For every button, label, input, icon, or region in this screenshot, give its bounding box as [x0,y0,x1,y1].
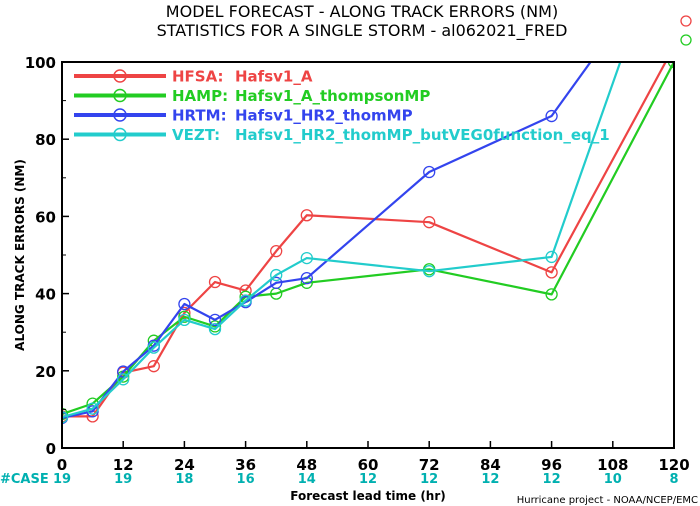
series-line-3 [62,62,622,419]
series-point-3 [270,268,283,282]
legend-name: HFSA: [172,68,224,86]
series-point-3 [86,402,99,415]
series-point-0 [300,209,313,222]
series-point-2 [423,165,436,179]
x-tick-label: 84 [480,456,501,474]
series-point-3 [117,373,130,386]
case-count: 8 [669,472,678,487]
case-count: 19 [53,472,71,487]
case-count: 12 [420,472,438,487]
chart-subtitle: STATISTICS FOR A SINGLE STORM - al062021… [157,21,568,41]
legend-marker [113,127,127,142]
series-point-0 [208,275,222,289]
x-tick-label: 12 [113,456,134,474]
series-point-2 [545,109,558,123]
x-tick-label: 60 [358,456,379,474]
y-tick-label: 100 [25,54,56,72]
series-point-2 [178,297,191,311]
legend-marker [113,88,127,103]
legend-name: HRTM: [172,107,227,125]
case-row: #CASE 19 19 18 16 14 12 12 12 12 10 8 [0,472,679,487]
series-point-2 [300,272,313,285]
series-point-3 [239,294,252,307]
legend-marker [113,69,127,83]
series-point-3 [208,322,222,336]
series-point-3 [147,341,160,354]
y-tick-label: 0 [46,440,56,458]
legend-desc: Hafsv1_A_thompsonMP [235,87,430,105]
corner-markers [680,15,692,46]
legend-name: HAMP: [172,87,228,105]
series-point-0 [669,41,680,52]
x-tick-label: 120 [658,456,689,474]
y-tick-label: 20 [35,363,56,381]
legend: HFSA: Hafsv1_A HAMP: Hafsv1_A_thompsonMP HRT… [74,68,610,144]
case-count: 19 [114,472,132,487]
y-tick-label: 40 [35,286,56,304]
series-point-3 [178,313,191,326]
legend-desc: Hafsv1_A [235,68,313,86]
legend-desc: Hafsv1_HR2_thomMP_butVEG0function_eq_1 [235,126,610,144]
x-tick-label: 48 [296,456,317,474]
case-label: #CASE [0,472,49,487]
legend-desc: Hafsv1_HR2_thomMP [235,107,413,125]
series-point-0 [147,360,160,373]
axes-layer: 0 12 24 36 48 60 72 84 96 108 120 0 20 40 60 80 100 [25,54,690,474]
credit-label: Hurricane project - NOAA/NCEP/EMC [517,495,698,506]
series-point-2 [607,26,618,37]
case-count: 12 [359,472,377,487]
series-point-1 [62,407,69,421]
x-tick-label: 0 [57,456,67,474]
series-layer [62,26,680,425]
legend-marker [113,108,127,122]
series-point-3 [62,410,69,424]
series-point-3 [545,250,558,264]
y-tick-label: 80 [35,131,56,149]
series-point-2 [208,313,222,326]
case-count: 14 [298,472,316,487]
case-count: 16 [237,472,255,487]
case-count: 18 [175,472,193,487]
series-point-3 [423,265,436,278]
corner-marker [680,34,692,46]
y-tick-label: 60 [35,208,56,226]
chart-title: MODEL FORECAST - ALONG TRACK ERRORS (NM) [166,2,558,21]
series-point-2 [117,365,130,378]
x-tick-label: 36 [235,456,256,474]
series-point-0 [423,216,436,229]
corner-marker [680,15,692,27]
case-count: 10 [604,472,622,487]
series-point-0 [545,266,558,279]
series-point-2 [270,276,283,289]
case-count: 12 [481,472,499,487]
case-count: 12 [543,472,561,487]
series-point-0 [270,244,283,258]
x-tick-label: 72 [419,456,440,474]
series-point-3 [618,49,629,60]
legend-name: VEZT: [172,126,220,144]
x-tick-label: 108 [597,456,628,474]
series-point-1 [545,288,558,301]
y-axis-label: ALONG TRACK ERRORS (NM) [13,159,27,351]
x-tick-label: 96 [541,456,562,474]
series-point-3 [300,251,313,265]
series-point-1 [178,310,191,323]
x-axis-label: Forecast lead time (hr) [290,489,446,503]
x-tick-label: 24 [174,456,195,474]
